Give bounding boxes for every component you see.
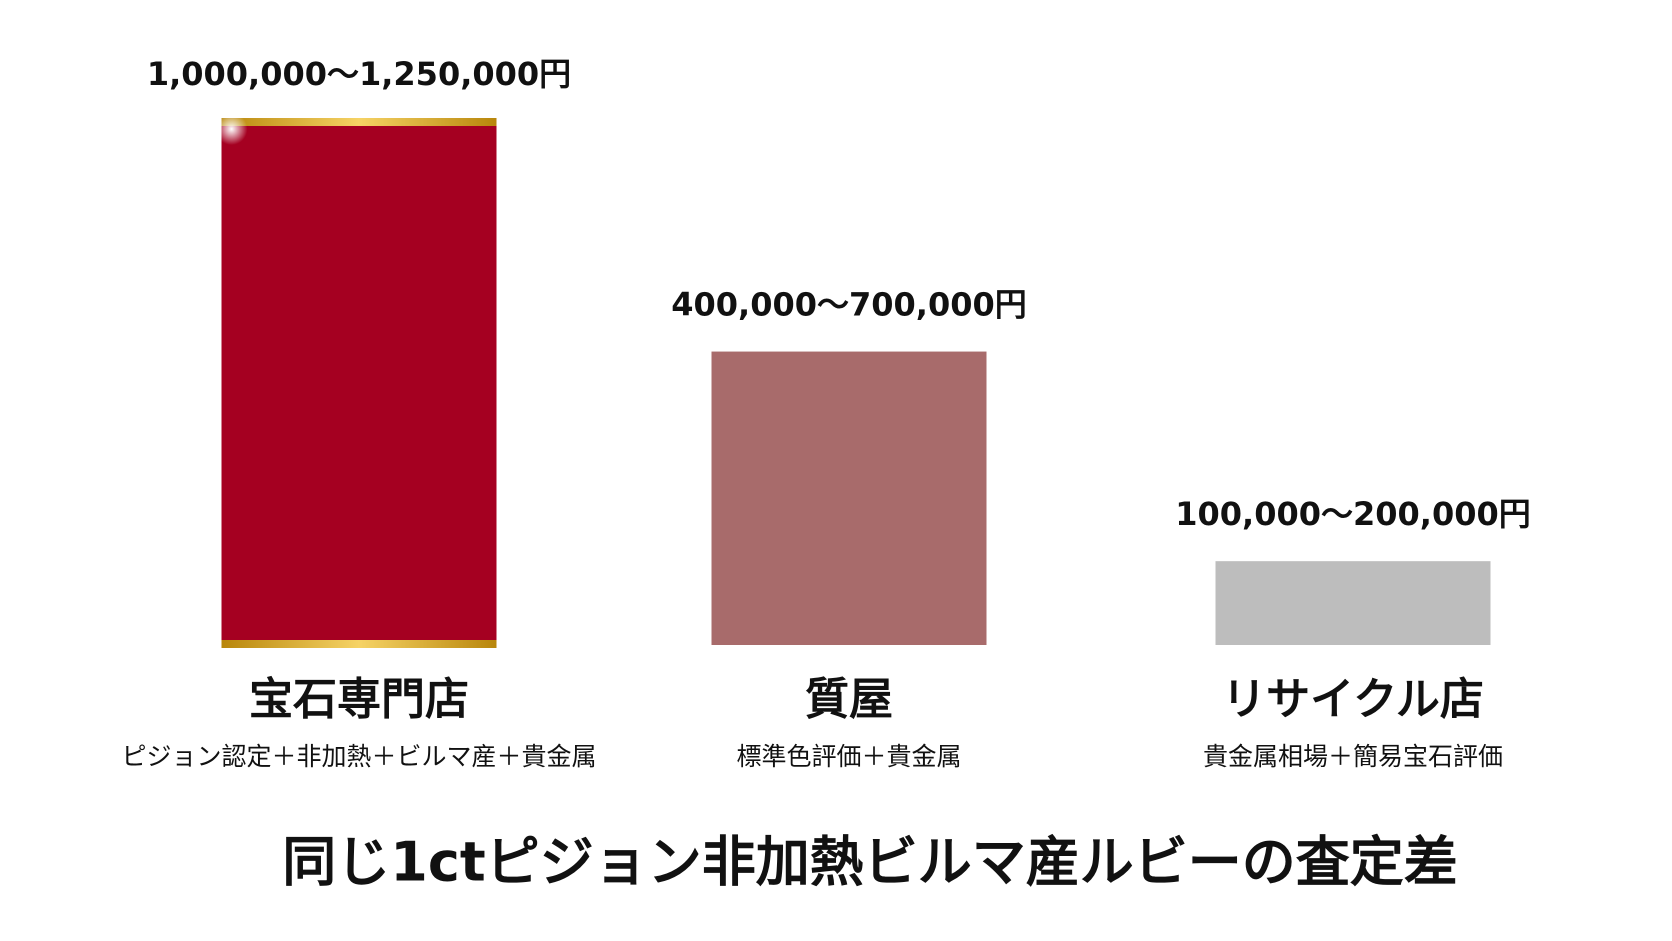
- value-label: 400,000〜700,000円: [671, 286, 1027, 324]
- value-label: 100,000〜200,000円: [1175, 495, 1531, 533]
- category-label: リサイクル店: [1222, 674, 1484, 725]
- bar-trim: [221, 118, 497, 126]
- bar-trim: [221, 640, 497, 648]
- bar: [1215, 561, 1491, 645]
- value-label: 1,000,000〜1,250,000円: [147, 55, 571, 93]
- bar: [221, 121, 497, 645]
- category-detail: 標準色評価＋貴金属: [736, 742, 961, 771]
- category-detail: 貴金属相場＋簡易宝石評価: [1203, 742, 1503, 771]
- category-label: 宝石専門店: [249, 674, 469, 725]
- category-label: 質屋: [805, 674, 893, 725]
- chart-title: 同じ1ctピジョン非加熱ビルマ産ルビーの査定差: [282, 831, 1457, 894]
- bar: [711, 351, 987, 645]
- category-detail: ピジョン認定＋非加熱＋ビルマ産＋貴金属: [121, 742, 596, 771]
- sparkle: [215, 113, 248, 145]
